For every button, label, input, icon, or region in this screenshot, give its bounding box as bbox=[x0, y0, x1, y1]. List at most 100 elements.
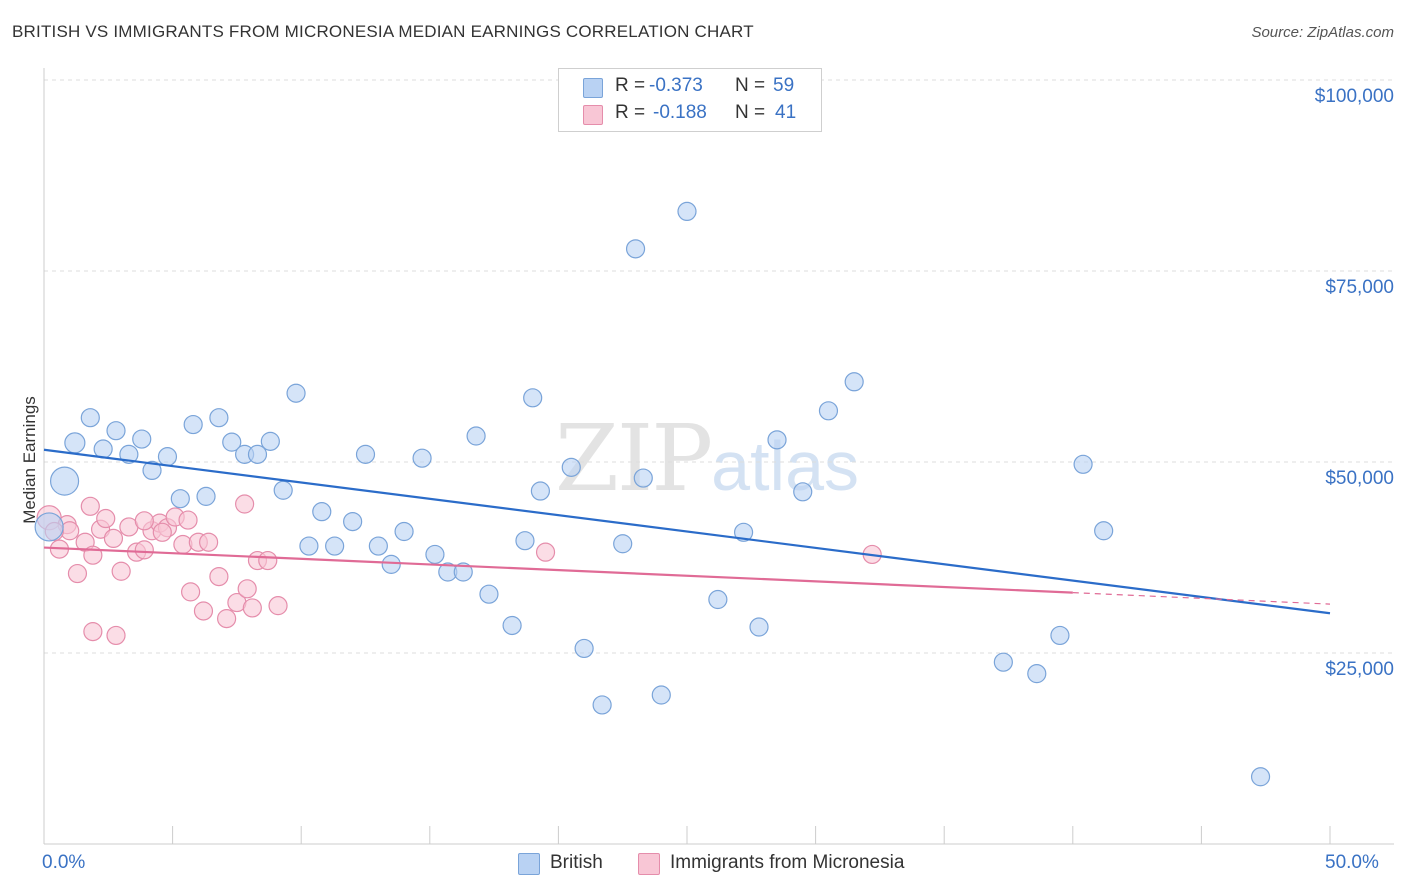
micronesia-point bbox=[80, 496, 100, 516]
british-point bbox=[561, 457, 581, 477]
british-point bbox=[574, 638, 594, 659]
british-point bbox=[633, 468, 653, 488]
british-point bbox=[1094, 521, 1114, 541]
british-point bbox=[613, 534, 633, 554]
legend-r-label: R = bbox=[615, 102, 646, 123]
british-point bbox=[767, 430, 787, 450]
micronesia-point bbox=[178, 510, 198, 530]
british-point bbox=[515, 531, 535, 551]
british-point bbox=[49, 466, 80, 496]
micronesia-point bbox=[181, 582, 201, 602]
micronesia-point bbox=[258, 550, 278, 571]
british-trend-line bbox=[43, 448, 1331, 615]
legend-r-value: -0.373 bbox=[649, 75, 703, 96]
legend-n-value: 41 bbox=[775, 102, 797, 123]
british-point bbox=[132, 429, 152, 449]
british-swatch bbox=[518, 853, 540, 875]
trend-lines bbox=[43, 448, 1331, 615]
british-label: British bbox=[550, 852, 603, 873]
micronesia-point bbox=[235, 494, 255, 514]
micronesia-point bbox=[199, 532, 219, 552]
british-point bbox=[625, 239, 646, 259]
british-point bbox=[793, 482, 813, 502]
british-point bbox=[170, 489, 190, 509]
legend-r-label: R = bbox=[615, 75, 646, 96]
british-point bbox=[733, 522, 754, 542]
micronesia-trend-line bbox=[43, 546, 1073, 594]
british-point bbox=[466, 426, 486, 446]
british-point bbox=[260, 431, 280, 451]
british-point bbox=[325, 536, 345, 556]
legend-n-label: N = bbox=[735, 102, 766, 123]
micronesia-point bbox=[96, 508, 116, 529]
british-point bbox=[286, 383, 306, 403]
british-point bbox=[312, 502, 332, 522]
axes bbox=[43, 68, 1394, 845]
micronesia-point bbox=[103, 528, 124, 549]
british-point bbox=[502, 615, 522, 636]
micronesia-point bbox=[152, 522, 172, 542]
micronesia-points bbox=[36, 494, 882, 646]
british-point bbox=[157, 447, 178, 467]
legend-n-value: 59 bbox=[773, 75, 795, 96]
micronesia-swatch bbox=[583, 105, 603, 125]
micronesia-point bbox=[106, 625, 126, 646]
micronesia-point bbox=[67, 563, 88, 584]
british-point bbox=[381, 554, 401, 574]
y-axis-label: Median Earnings bbox=[20, 396, 39, 524]
micronesia-point bbox=[134, 511, 154, 531]
british-point bbox=[93, 439, 113, 459]
watermark-zip: ZIP bbox=[555, 405, 713, 512]
micronesia-point bbox=[111, 561, 131, 581]
correlation-legend: R = -0.373 N = 59 R = -0.188 N = 41 bbox=[558, 68, 822, 132]
x-tick-label-max: 50.0% bbox=[1325, 852, 1379, 873]
british-point bbox=[530, 481, 550, 501]
british-point bbox=[394, 521, 414, 542]
micronesia-swatch bbox=[638, 853, 660, 875]
british-swatch bbox=[583, 78, 603, 98]
british-point bbox=[209, 408, 229, 428]
x-tick-label-min: 0.0% bbox=[42, 852, 86, 873]
british-point bbox=[818, 401, 839, 421]
british-point bbox=[299, 536, 319, 556]
british-point bbox=[222, 432, 242, 452]
british-point bbox=[247, 444, 268, 464]
british-point bbox=[479, 584, 499, 604]
chart-title: BRITISH VS IMMIGRANTS FROM MICRONESIA ME… bbox=[12, 22, 754, 41]
watermark: ZIPatlas bbox=[555, 405, 859, 512]
grid-lines bbox=[44, 79, 1394, 654]
y-tick-label-75000: $75,000 bbox=[1325, 277, 1394, 298]
british-point bbox=[355, 444, 376, 464]
y-tick-label-50000: $50,000 bbox=[1325, 468, 1394, 489]
chart-source: Source: ZipAtlas.com bbox=[1251, 24, 1394, 41]
british-point bbox=[425, 544, 445, 565]
british-point bbox=[142, 460, 162, 481]
british-point bbox=[273, 480, 293, 500]
british-point bbox=[106, 421, 126, 441]
british-point bbox=[1050, 625, 1070, 646]
micronesia-point bbox=[83, 622, 103, 642]
british-point bbox=[651, 685, 671, 705]
micronesia-point bbox=[209, 566, 229, 587]
british-point bbox=[119, 444, 139, 464]
british-point bbox=[368, 536, 388, 556]
legend-n-label: N = bbox=[735, 75, 766, 96]
british-point bbox=[749, 617, 769, 637]
legend-r-value: -0.188 bbox=[653, 102, 707, 123]
british-point bbox=[34, 512, 64, 542]
british-point bbox=[183, 414, 203, 435]
british-point bbox=[1027, 664, 1047, 684]
british-point bbox=[412, 448, 432, 468]
micronesia-point bbox=[237, 579, 257, 599]
micronesia-point bbox=[193, 601, 214, 621]
british-point bbox=[80, 408, 100, 428]
british-point bbox=[343, 511, 363, 532]
micronesia-trend-extension bbox=[1072, 592, 1331, 605]
micronesia-point bbox=[268, 596, 288, 616]
micronesia-label: Immigrants from Micronesia bbox=[670, 852, 905, 873]
british-point bbox=[677, 201, 697, 222]
british-points bbox=[34, 201, 1271, 787]
y-tick-label-100000: $100,000 bbox=[1314, 86, 1394, 107]
british-point bbox=[453, 562, 473, 582]
